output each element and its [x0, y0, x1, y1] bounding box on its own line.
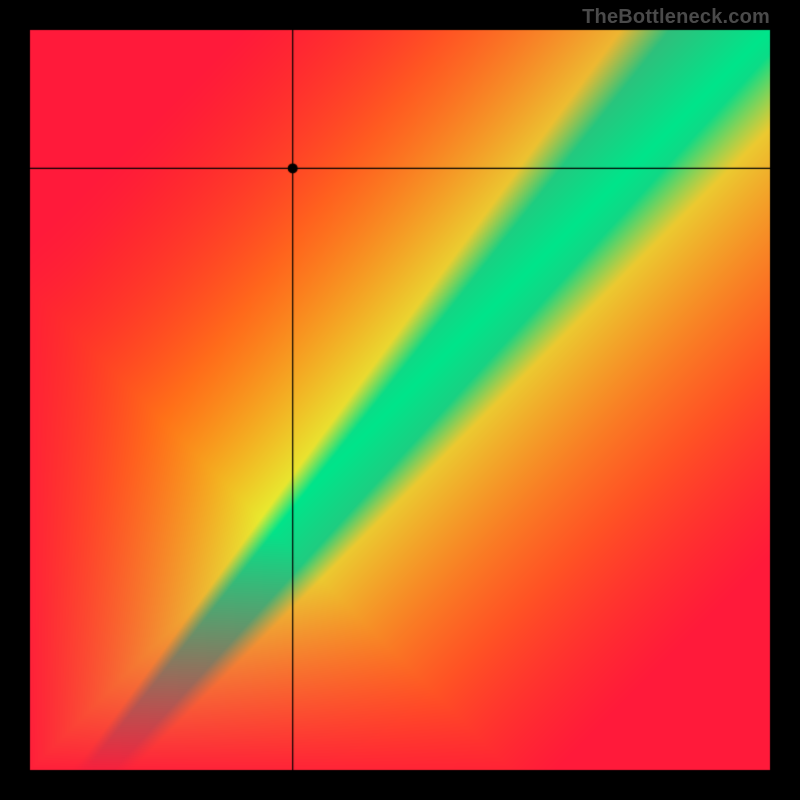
heatmap-canvas	[0, 0, 800, 800]
chart-container: TheBottleneck.com	[0, 0, 800, 800]
watermark-text: TheBottleneck.com	[582, 6, 770, 29]
